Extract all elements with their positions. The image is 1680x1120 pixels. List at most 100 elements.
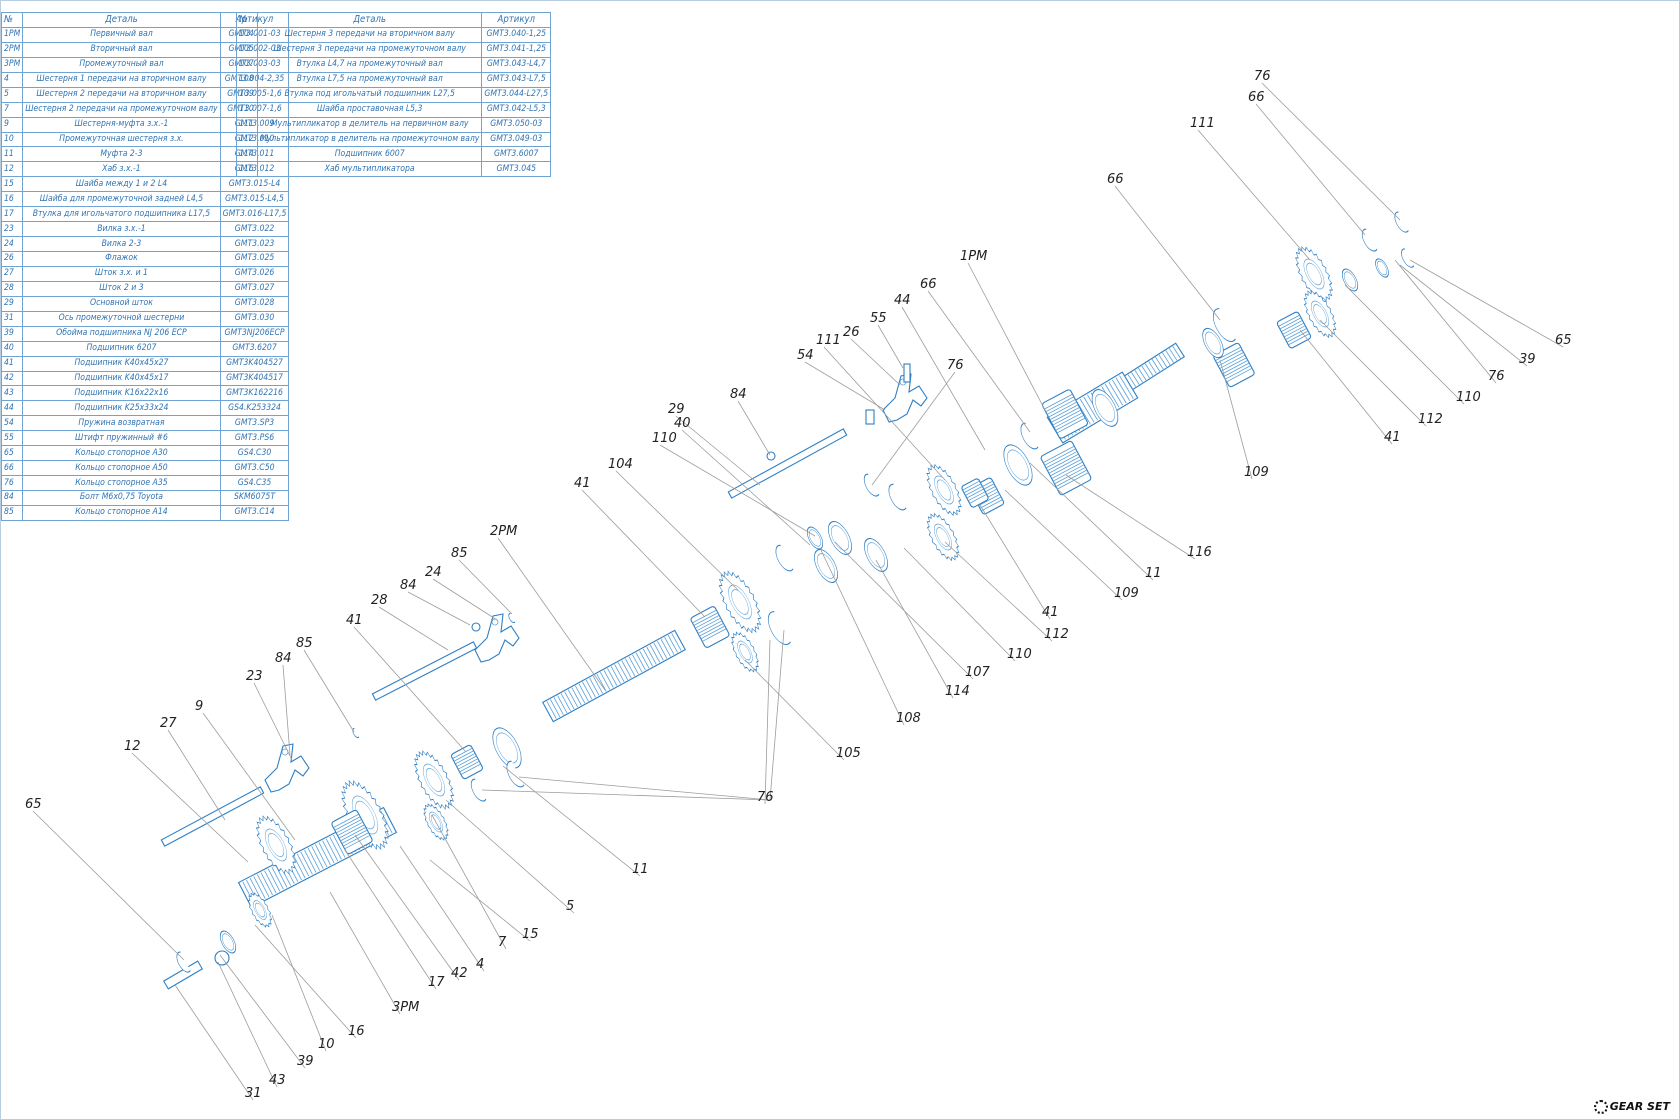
part-article: GMT3K404527 <box>219 355 290 372</box>
ring-85 <box>352 727 360 739</box>
leader-line <box>329 891 401 1015</box>
part-article: GMT3.PS6 <box>219 430 290 447</box>
table-row: 107 Втулка L4,7 на промежуточный вал GMT3.… <box>236 56 552 73</box>
leader-line <box>804 361 886 411</box>
leader-line <box>458 559 513 615</box>
part-number: 116 <box>236 161 258 178</box>
part-article: GS4.C35 <box>219 475 290 491</box>
leader-line <box>354 834 460 981</box>
leader-line <box>1114 185 1221 321</box>
table-row: 15 Шайба между 1 и 2 L4 GMT3.015-L4 <box>0 176 290 193</box>
part-article: GMT3.SP3 <box>219 415 290 432</box>
leader-line <box>202 712 296 841</box>
bearing-41b <box>690 606 730 648</box>
callout-label: 84 <box>730 387 747 402</box>
shift-rod-27 <box>160 786 265 847</box>
callout-label: 29 <box>668 402 685 417</box>
callout-label: 111 <box>816 333 841 348</box>
callout-label: 66 <box>1248 90 1265 105</box>
callout-label: 16 <box>348 1024 365 1039</box>
ring-65 <box>1401 248 1415 268</box>
table-row: 112 Мультипликатор в делитель на промежут… <box>236 131 552 148</box>
part-article: GMT3.045 <box>481 161 552 178</box>
callout-label: 41 <box>1042 605 1059 620</box>
leader-line <box>979 504 1051 620</box>
table-row: 54 Пружина возвратная GMT3.SP3 <box>0 415 290 432</box>
callout-label: 27 <box>160 716 177 731</box>
table-header-row: № Деталь Артикул <box>236 12 552 28</box>
leader-line <box>764 639 771 805</box>
callout-label: 39 <box>1519 352 1536 367</box>
ring-39 <box>1375 258 1389 278</box>
callout-label: 114 <box>945 684 970 699</box>
callout-label: 109 <box>1114 586 1139 601</box>
gear-105 <box>731 631 759 673</box>
part-number: 54 <box>0 415 24 432</box>
ring-85b <box>508 612 516 624</box>
part-name: Кольцо стопорное А35 <box>22 475 221 491</box>
table-row: 85 Кольцо стопорное А14 GMT3.C14 <box>0 504 290 521</box>
callout-label: 65 <box>25 797 42 812</box>
ring-76e <box>470 778 487 802</box>
table-row: 16 Шайба для промежуточной задней L4,5 GMT… <box>0 191 290 208</box>
part-name: Подшипник 6207 <box>22 340 221 357</box>
table-row: 27 Шток з.х. и 1 GMT3.026 <box>0 265 290 282</box>
callout-label: 55 <box>870 311 887 326</box>
leader-line <box>378 606 449 651</box>
leader-line <box>399 845 485 972</box>
ring-76f <box>863 473 880 497</box>
leader-line <box>1219 359 1253 480</box>
idler-axle-31 <box>162 960 204 990</box>
part-number: 85 <box>0 504 24 521</box>
callout-label: 41 <box>346 613 363 628</box>
part-number: 31 <box>0 310 24 327</box>
callout-label: 108 <box>896 711 921 726</box>
part-name: Кольцо стопорное А30 <box>22 445 221 462</box>
part-name: Подшипник K25x33x24 <box>22 400 221 417</box>
leader-line <box>1255 103 1366 236</box>
part-article: GMT3K404517 <box>219 370 290 387</box>
callout-label: 107 <box>965 665 991 680</box>
bearing-41d <box>961 478 989 508</box>
callout-label: 84 <box>275 651 292 666</box>
header-part: Деталь <box>256 12 483 28</box>
callout-label: 76 <box>1488 369 1505 384</box>
callout-label: 39 <box>297 1054 314 1069</box>
leader-line <box>174 984 254 1101</box>
leader-line <box>944 541 1053 642</box>
callout-label: 11 <box>632 862 649 877</box>
leader-line <box>131 752 249 863</box>
part-article: GMT3.027 <box>219 280 290 297</box>
callout-label: 7 <box>498 935 507 950</box>
leader-line <box>167 729 226 821</box>
ring-66 <box>1020 422 1039 450</box>
table-row: 44 Подшипник K25x33x24 GS4.K253324 <box>0 400 290 417</box>
multiplier-gear-111 <box>926 463 962 517</box>
part-article: GS4.K253324 <box>219 400 290 417</box>
bearing-41 <box>451 744 483 780</box>
leader-line <box>875 559 954 699</box>
callout-label: 76 <box>947 358 964 373</box>
parts-table-right: № Деталь Артикул 104 Шестерня 3 передачи … <box>236 12 552 178</box>
part-number: 55 <box>0 430 24 447</box>
ring-66d <box>888 483 907 511</box>
part-article: GMT3.C50 <box>219 460 290 477</box>
gear-7 <box>413 750 455 810</box>
callout-label: 112 <box>1044 627 1069 642</box>
table-row: 42 Подшипник K40x45x17 GMT3K404517 <box>0 370 290 387</box>
leader-line <box>737 400 771 456</box>
callout-label: 40 <box>674 416 691 431</box>
washer-16 <box>219 930 237 954</box>
callout-label: 76 <box>1254 69 1271 84</box>
part-name: Кольцо стопорное А14 <box>22 504 221 521</box>
leader-line <box>1319 319 1427 427</box>
part-number: 40 <box>0 340 24 357</box>
leader-lines <box>32 82 1564 1101</box>
part-article: SKM6075T <box>219 490 290 506</box>
leader-line <box>497 537 606 691</box>
table-row: 24 Вилка 2-3 GMT3.023 <box>0 236 290 252</box>
gear-112-rear <box>1303 289 1337 339</box>
leader-line <box>1409 259 1564 348</box>
table-row: 110 Шайба проставочная L5,3 GMT3.042-L5,3 <box>236 101 552 118</box>
